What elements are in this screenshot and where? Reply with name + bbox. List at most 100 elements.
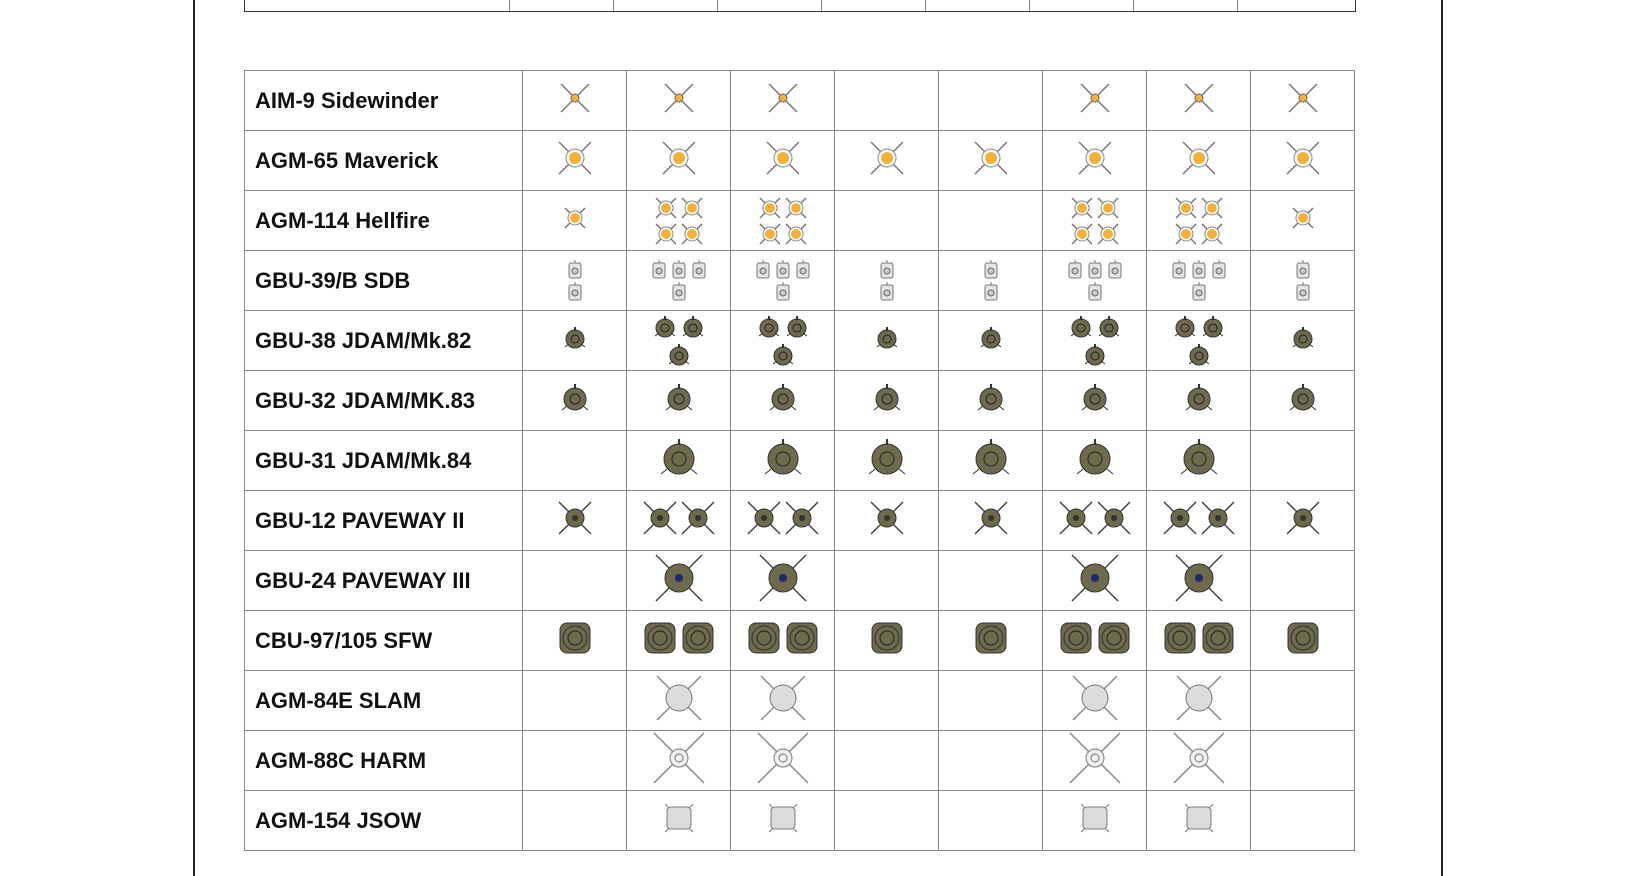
station-cell	[730, 670, 835, 731]
table-row: GBU-31 JDAM/Mk.84	[244, 430, 1355, 491]
station-cell	[522, 190, 627, 251]
station-cell	[522, 310, 627, 371]
station-load	[642, 500, 716, 536]
station-cell	[834, 190, 939, 251]
table-row: AGM-114 Hellfire	[244, 190, 1355, 251]
station-load	[869, 620, 905, 656]
small-orange-disc-icon	[784, 196, 808, 220]
sdb-icon	[670, 259, 688, 280]
station-cell	[1146, 490, 1251, 551]
sdb-icon	[878, 281, 896, 302]
station-cell	[834, 550, 939, 611]
station-cell	[1250, 490, 1355, 551]
sfw-icon	[680, 620, 716, 656]
sdb-icon	[1170, 259, 1188, 280]
paveway-large-icon	[1070, 553, 1120, 603]
sdb-icon	[774, 281, 792, 302]
station-cell	[834, 670, 939, 731]
table-row: AIM-9 Sidewinder	[244, 70, 1355, 131]
station-load	[867, 438, 907, 478]
small-orange-disc-icon	[680, 222, 704, 246]
orange-cross-icon	[868, 139, 906, 177]
station-cell	[730, 610, 835, 671]
olive-large-bomb-icon	[659, 438, 699, 478]
station-cell	[938, 310, 1043, 371]
olive-medium-bomb-icon	[767, 382, 799, 414]
orange-cross-icon	[556, 139, 594, 177]
station-load	[1058, 620, 1132, 656]
weapon-name: GBU-24 PAVEWAY III	[244, 550, 523, 611]
station-load	[557, 620, 593, 656]
station-cell	[1250, 190, 1355, 251]
previous-table-bottom	[244, 0, 1356, 12]
station-cell	[938, 250, 1043, 311]
weapon-name: AIM-9 Sidewinder	[244, 70, 523, 131]
station-cell	[626, 190, 731, 251]
station-load	[559, 382, 591, 414]
slam-icon	[654, 673, 704, 723]
station-cell	[1250, 730, 1355, 791]
sfw-icon	[642, 620, 678, 656]
olive-large-bomb-icon	[867, 438, 907, 478]
station-load	[1169, 196, 1229, 246]
sfw-icon	[1058, 620, 1094, 656]
station-cell	[1146, 190, 1251, 251]
orange-cross-icon	[764, 139, 802, 177]
station-cell	[1042, 370, 1147, 431]
station-load	[1058, 500, 1132, 536]
jsow-icon	[1077, 800, 1113, 836]
olive-medium-bomb-icon	[1287, 382, 1319, 414]
station-cell	[834, 730, 939, 791]
table-column-line	[509, 0, 510, 11]
sdb-icon	[982, 259, 1000, 280]
olive-small-bomb-icon	[652, 314, 678, 340]
paveway-large-icon	[1174, 553, 1224, 603]
olive-medium-bomb-icon	[871, 382, 903, 414]
station-load	[753, 314, 813, 368]
station-cell	[1042, 730, 1147, 791]
small-orange-disc-icon	[1291, 206, 1315, 230]
station-cell	[1250, 250, 1355, 311]
small-orange-cross-icon	[1182, 81, 1216, 115]
station-cell	[730, 370, 835, 431]
sdb-icon	[1086, 281, 1104, 302]
small-orange-disc-icon	[654, 222, 678, 246]
station-load	[874, 325, 900, 351]
station-cell	[1250, 310, 1355, 371]
sdb-icon	[566, 259, 584, 280]
station-load	[973, 620, 1009, 656]
station-cell	[1042, 790, 1147, 851]
station-cell	[730, 790, 835, 851]
table-column-line	[613, 0, 614, 11]
station-load	[1290, 325, 1316, 351]
table-row: CBU-97/105 SFW	[244, 610, 1355, 671]
olive-medium-bomb-icon	[975, 382, 1007, 414]
table-row: GBU-12 PAVEWAY II	[244, 490, 1355, 551]
station-load	[1287, 382, 1319, 414]
sdb-icon	[1066, 259, 1084, 280]
station-load	[649, 314, 709, 368]
station-cell	[1250, 70, 1355, 131]
station-cell	[522, 550, 627, 611]
table-column-line	[717, 0, 718, 11]
station-cell	[1042, 550, 1147, 611]
station-cell	[730, 550, 835, 611]
olive-large-bomb-icon	[763, 438, 803, 478]
olive-small-bomb-icon	[770, 342, 796, 368]
station-load	[558, 81, 592, 115]
sdb-icon	[1106, 259, 1124, 280]
station-load	[1162, 620, 1236, 656]
station-load	[654, 553, 704, 603]
small-orange-cross-icon	[1078, 81, 1112, 115]
paveway-small-icon	[973, 500, 1009, 536]
weapon-name: AGM-88C HARM	[244, 730, 523, 791]
station-load	[758, 553, 808, 603]
olive-small-bomb-icon	[1172, 314, 1198, 340]
station-load	[556, 139, 594, 177]
station-load	[756, 731, 810, 785]
station-cell	[834, 130, 939, 191]
paveway-small-icon	[642, 500, 678, 536]
paveway-small-icon	[1058, 500, 1094, 536]
olive-small-bomb-icon	[680, 314, 706, 340]
small-orange-cross-icon	[1286, 81, 1320, 115]
